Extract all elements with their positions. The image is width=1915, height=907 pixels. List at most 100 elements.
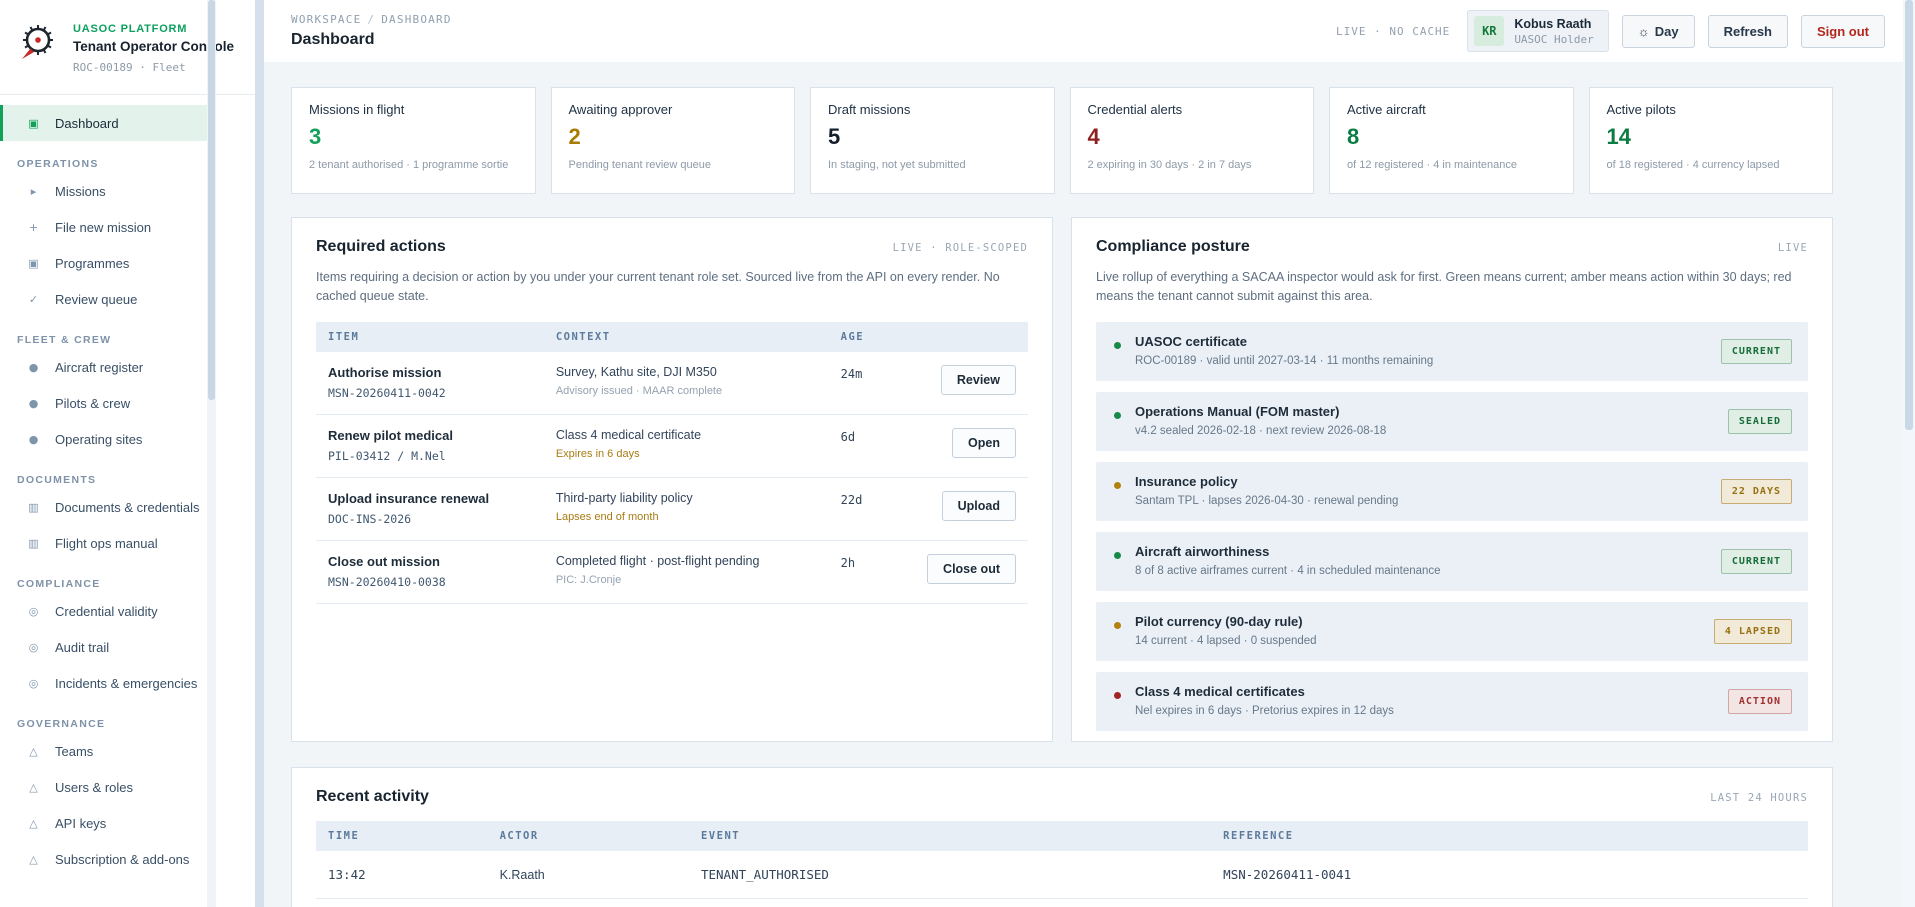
breadcrumb[interactable]: WORKSPACE / DASHBOARD <box>291 13 452 26</box>
dot-icon: ● <box>28 396 39 410</box>
sidebar-item-documents-credentials[interactable]: ▥ Documents & credentials <box>0 489 207 525</box>
column-header-age: AGE <box>828 321 893 352</box>
sidebar-item-teams[interactable]: △ Teams <box>0 733 207 769</box>
missions-icon: ▸ <box>30 184 37 198</box>
sidebar-item-users-roles[interactable]: △ Users & roles <box>0 769 207 805</box>
sidebar-item-dashboard[interactable]: ▣ Dashboard <box>0 105 207 141</box>
required-action-row: Authorise mission MSN-20260411-0042 Surv… <box>316 351 1028 415</box>
status-badge: CURRENT <box>1720 338 1792 364</box>
brand-console-label: Tenant Operator Console <box>73 39 235 54</box>
compliance-item-pilot-currency: Pilot currency (90-day rule) 14 current … <box>1096 601 1808 661</box>
upload-button[interactable]: Upload <box>941 490 1016 521</box>
page-header: WORKSPACE / DASHBOARD Dashboard LIVE · NO … <box>264 0 1903 62</box>
sidebar-scrollbar-thumb[interactable] <box>208 0 215 400</box>
stat-value: 5 <box>828 124 841 149</box>
day-mode-button[interactable]: ☼ Day <box>1621 14 1695 48</box>
compliance-item-operations-manual: Operations Manual (FOM master) v4.2 seal… <box>1096 391 1808 451</box>
refresh-button[interactable]: Refresh <box>1707 14 1788 48</box>
sidebar-section-documents: DOCUMENTS <box>17 474 97 486</box>
stat-cards-row: Missions in flight 3 2 tenant authorised… <box>291 87 1833 194</box>
user-chip[interactable]: KR Kobus Raath UASOC Holder <box>1467 10 1609 52</box>
recent-activity-panel: Recent activity LAST 24 HOURS TIME ACTOR… <box>291 767 1833 907</box>
triangle-icon: △ <box>29 744 38 758</box>
user-role: UASOC Holder <box>1514 32 1594 46</box>
sidebar-splitter[interactable] <box>255 0 264 907</box>
document-icon: ▥ <box>28 536 39 550</box>
status-dot-green <box>1114 341 1121 349</box>
triangle-icon: △ <box>29 780 38 794</box>
compliance-item-uasoc-certificate: UASOC certificate ROC-00189 · valid unti… <box>1096 321 1808 381</box>
sidebar-item-audit-trail[interactable]: ◎ Audit trail <box>0 629 207 665</box>
stat-value: 3 <box>309 124 322 149</box>
stat-value: 4 <box>1087 124 1100 149</box>
sidebar-item-file-new-mission[interactable]: + File new mission <box>0 209 207 245</box>
triangle-icon: △ <box>29 816 38 830</box>
sidebar-item-flight-ops-manual[interactable]: ▥ Flight ops manual <box>0 525 207 561</box>
compass-logo-icon <box>22 25 53 59</box>
sidebar-item-programmes[interactable]: ▣ Programmes <box>0 245 207 281</box>
stat-value: 2 <box>568 124 581 149</box>
column-header-reference: REFERENCE <box>1211 821 1808 851</box>
compliance-posture-panel: Compliance posture LIVE Live rollup of e… <box>1071 217 1833 742</box>
sidebar-item-operating-sites[interactable]: ● Operating sites <box>0 421 207 457</box>
status-dot-amber <box>1114 481 1121 489</box>
page-scrollbar[interactable] <box>1903 0 1915 907</box>
sidebar-section-operations: OPERATIONS <box>17 158 99 170</box>
recent-activity-meta: LAST 24 HOURS <box>1710 792 1808 804</box>
dashboard-icon: ▣ <box>28 116 39 130</box>
sidebar-section-governance: GOVERNANCE <box>17 718 106 730</box>
sidebar-item-subscription-addons[interactable]: △ Subscription & add-ons <box>0 841 207 877</box>
sidebar-item-missions[interactable]: ▸ Missions <box>0 173 207 209</box>
status-badge: ACTION <box>1727 688 1792 714</box>
sidebar-nav: ▣ Dashboard OPERATIONS ▸ Missions + File… <box>0 95 207 877</box>
status-badge: 22 DAYS <box>1720 478 1792 504</box>
sidebar-item-pilots-crew[interactable]: ● Pilots & crew <box>0 385 207 421</box>
required-action-row: Close out mission MSN-20260410-0038 Comp… <box>316 540 1028 604</box>
check-icon: ✓ <box>28 292 39 306</box>
ring-icon: ◎ <box>28 676 39 690</box>
open-button[interactable]: Open <box>952 427 1016 458</box>
live-status-label: LIVE · NO CACHE <box>1335 24 1451 38</box>
review-button[interactable]: Review <box>940 364 1016 395</box>
required-action-row: Renew pilot medical PIL-03412 / M.Nel Cl… <box>316 414 1028 478</box>
compliance-item-class4-medicals: Class 4 medical certificates Nel expires… <box>1096 671 1808 731</box>
compliance-description: Live rollup of everything a SACAA inspec… <box>1096 270 1792 304</box>
sidebar-item-aircraft-register[interactable]: ● Aircraft register <box>0 349 207 385</box>
recent-activity-title: Recent activity <box>316 788 429 805</box>
sidebar-item-incidents-emergencies[interactable]: ◎ Incidents & emergencies <box>0 665 207 701</box>
stat-card-credential-alerts: Credential alerts 4 2 expiring in 30 day… <box>1069 87 1314 194</box>
stat-card-draft-missions: Draft missions 5 In staging, not yet sub… <box>810 87 1055 194</box>
compliance-title: Compliance posture <box>1096 238 1250 255</box>
recent-activity-table: TIME ACTOR EVENT REFERENCE 13:42 K.Raath… <box>316 821 1808 899</box>
sidebar-section-fleet-crew: FLEET & CREW <box>17 334 112 346</box>
status-badge: CURRENT <box>1720 548 1792 574</box>
sidebar-item-review-queue[interactable]: ✓ Review queue <box>0 281 207 317</box>
plus-icon: + <box>28 220 39 234</box>
status-badge: SEALED <box>1727 408 1792 434</box>
required-actions-description: Items requiring a decision or action by … <box>316 270 1000 304</box>
signout-button[interactable]: Sign out <box>1801 14 1885 48</box>
column-header-action <box>892 321 1028 352</box>
dot-icon: ● <box>28 360 39 374</box>
day-mode-icon: ☼ <box>1637 23 1650 39</box>
stat-card-active-pilots: Active pilots 14 of 18 registered · 4 cu… <box>1588 87 1833 194</box>
stat-card-awaiting-approver: Awaiting approver 2 Pending tenant revie… <box>550 87 795 194</box>
ring-icon: ◎ <box>28 640 39 654</box>
close-out-button[interactable]: Close out <box>927 553 1016 584</box>
page-scrollbar-thumb[interactable] <box>1905 0 1913 430</box>
document-icon: ▥ <box>28 500 39 514</box>
sidebar-divider <box>0 94 255 95</box>
required-actions-panel: Required actions LIVE · ROLE-SCOPED Item… <box>291 217 1053 742</box>
required-actions-meta: LIVE · ROLE-SCOPED <box>892 242 1028 254</box>
activity-row: 13:42 K.Raath TENANT_AUTHORISED MSN-2026… <box>316 851 1808 899</box>
compliance-item-insurance-policy: Insurance policy Santam TPL · lapses 202… <box>1096 461 1808 521</box>
sidebar-item-credential-validity[interactable]: ◎ Credential validity <box>0 593 207 629</box>
sidebar-scrollbar[interactable] <box>207 0 216 907</box>
column-header-actor: ACTOR <box>487 821 689 851</box>
sidebar-item-api-keys[interactable]: △ API keys <box>0 805 207 841</box>
required-actions-table: ITEM CONTEXT AGE Authorise mission MSN-2… <box>316 321 1028 604</box>
stat-value: 14 <box>1606 124 1631 149</box>
user-name: Kobus Raath <box>1514 16 1592 31</box>
required-action-row: Upload insurance renewal DOC-INS-2026 Th… <box>316 477 1028 541</box>
dashboard-content: Missions in flight 3 2 tenant authorised… <box>264 62 1903 907</box>
